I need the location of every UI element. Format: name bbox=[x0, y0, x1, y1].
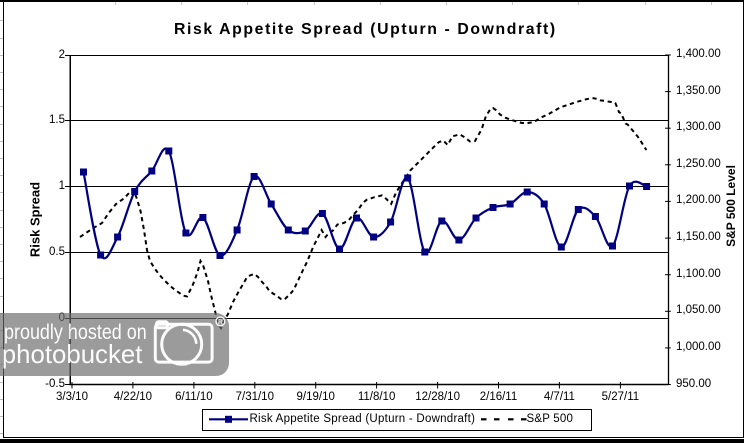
svg-text:R: R bbox=[218, 319, 223, 326]
